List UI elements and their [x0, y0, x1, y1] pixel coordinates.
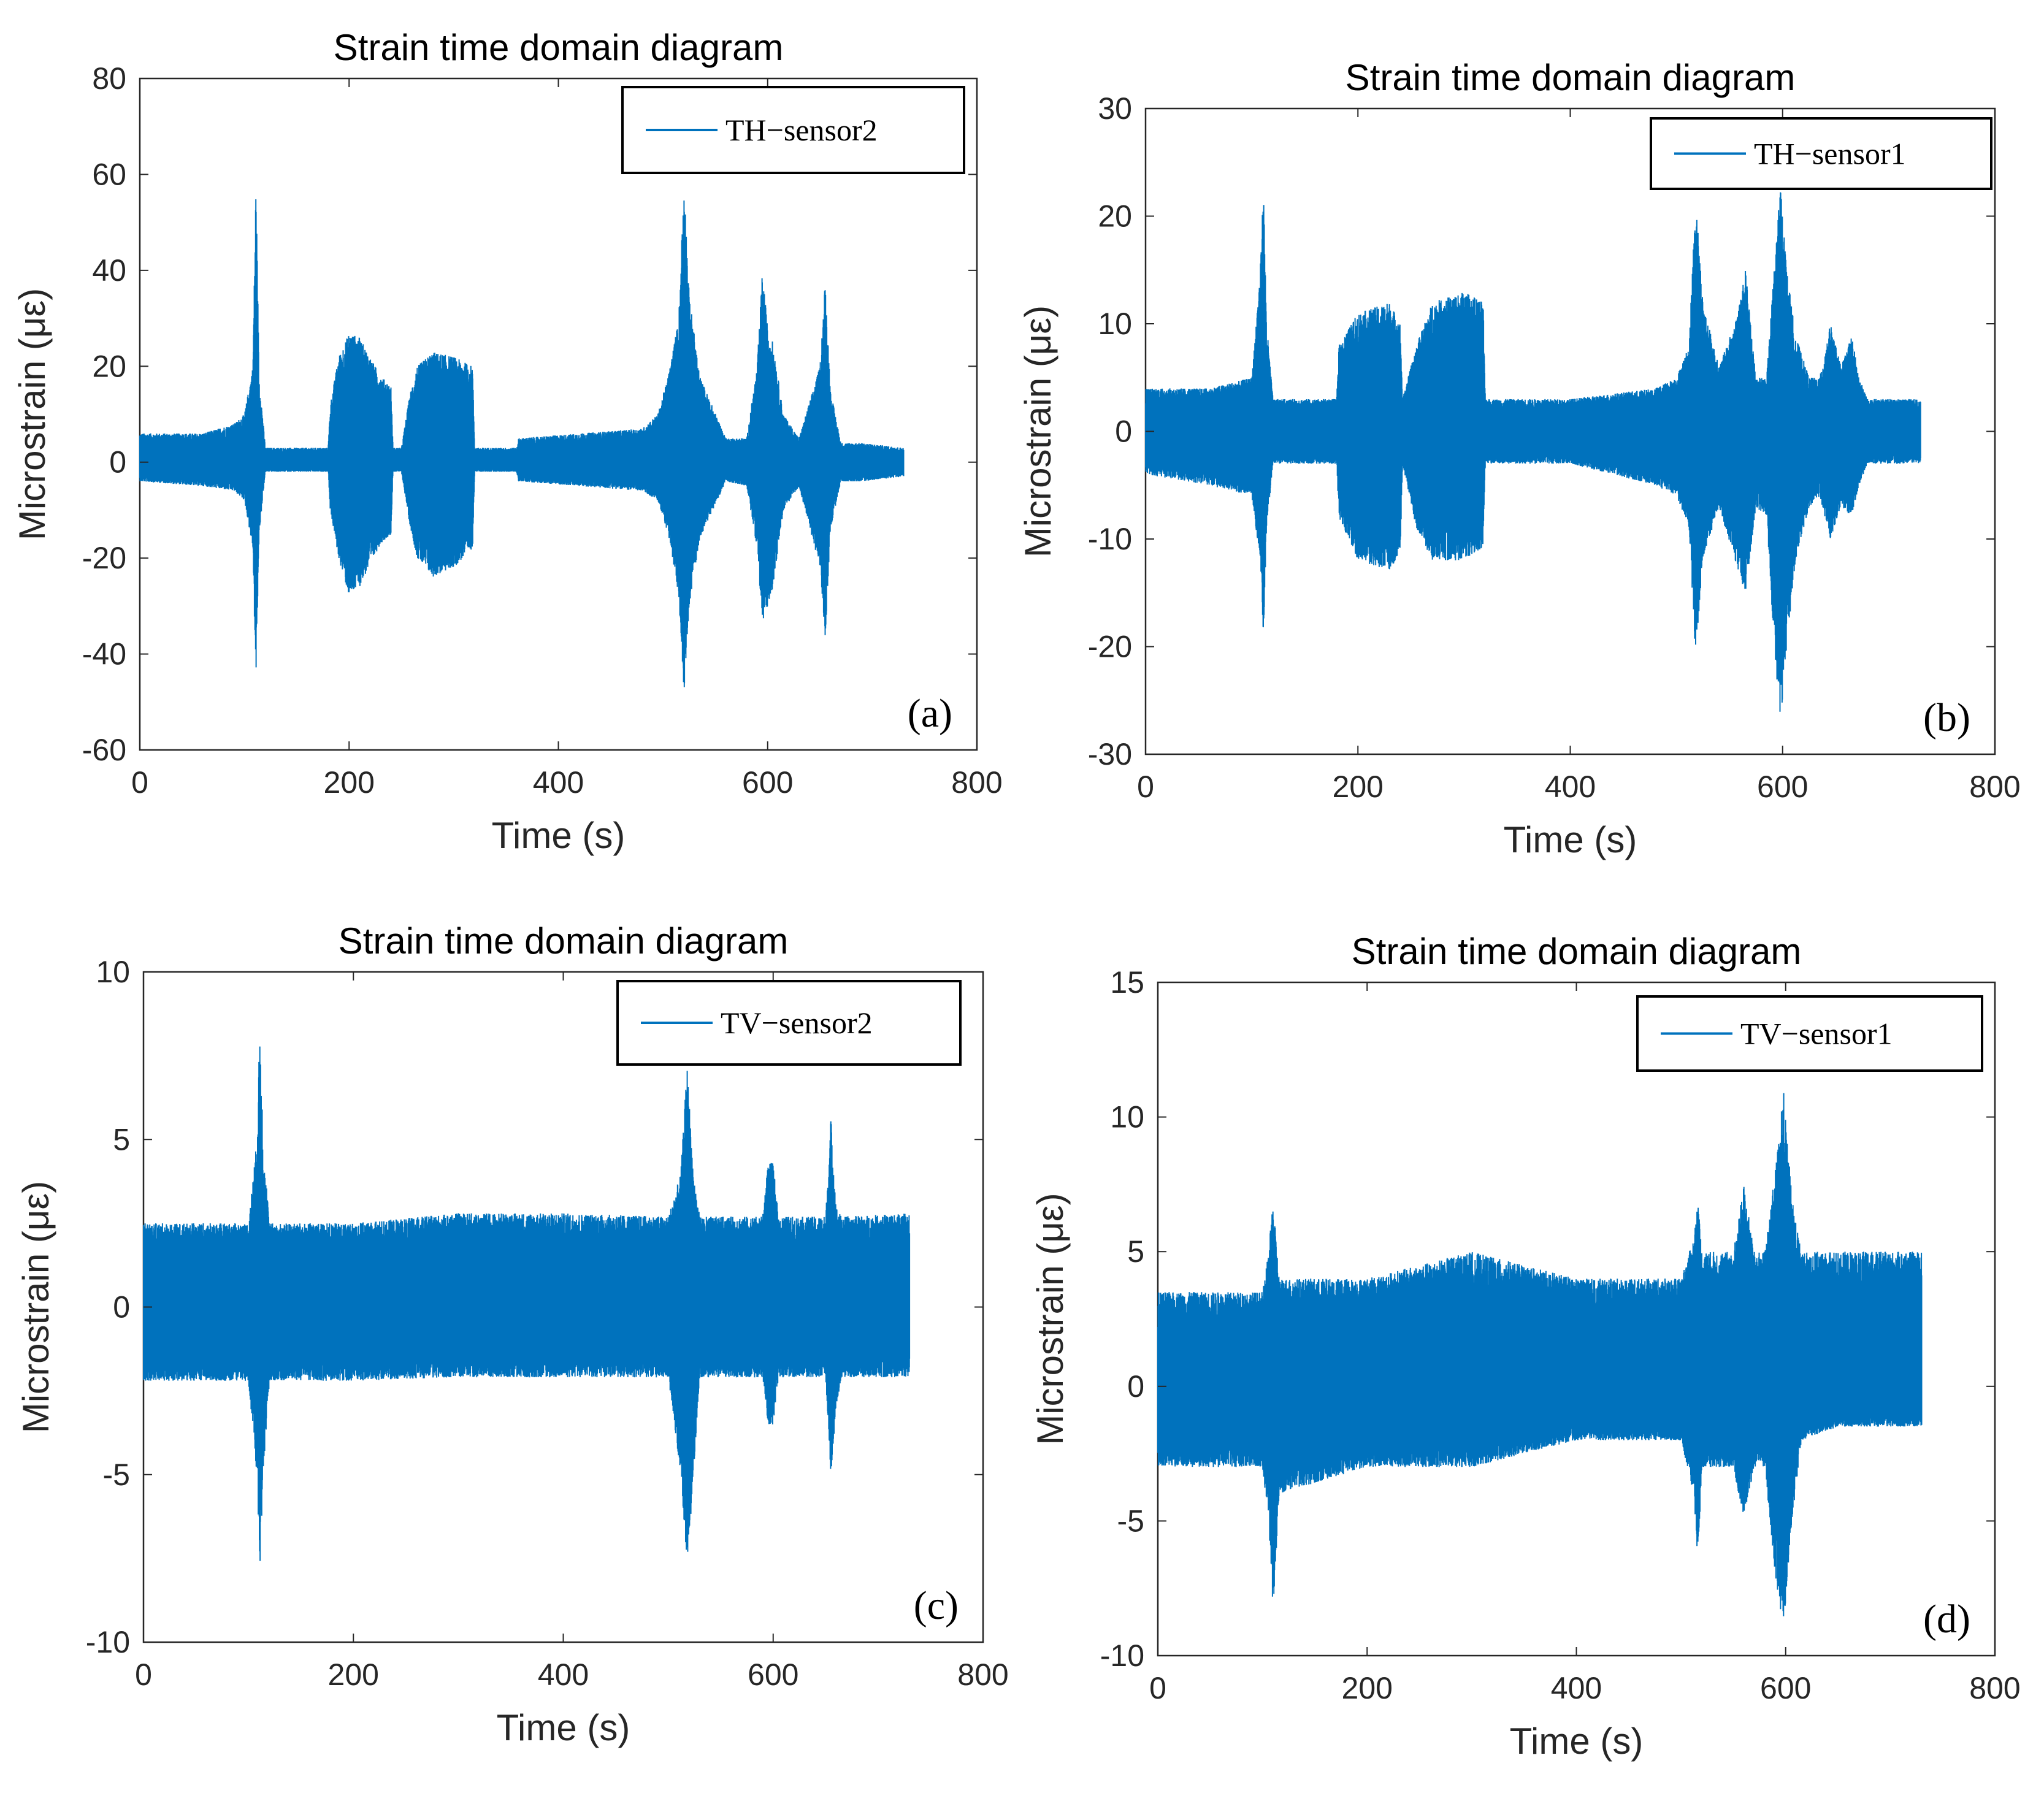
x-tick-label: 800 [1969, 1671, 2020, 1705]
y-tick-label: -10 [86, 1625, 130, 1659]
y-tick-label: -20 [1088, 630, 1132, 664]
legend-label: TV−sensor2 [721, 1006, 873, 1040]
y-tick-label: 80 [92, 61, 126, 96]
series-line-1 [1145, 192, 1921, 712]
plot-area [139, 77, 978, 751]
x-tick-label: 200 [1333, 770, 1384, 804]
x-tick-label: 0 [135, 1657, 152, 1692]
panel-label: (d) [1923, 1597, 1970, 1642]
series-line-3 [1157, 1093, 1923, 1616]
x-axis-label: Time (s) [497, 1707, 630, 1748]
legend-label: TH−sensor2 [725, 113, 878, 147]
x-tick-label: 600 [1760, 1671, 1811, 1705]
x-axis-label: Time (s) [492, 815, 626, 856]
y-tick-label: 0 [1127, 1369, 1144, 1404]
y-tick-label: -30 [1088, 737, 1132, 771]
chart-panel-2: Strain time domain diagram 0 200 400 600 800 -… [15, 920, 1009, 1748]
y-tick-label: -60 [82, 733, 126, 767]
y-axis-label: Microstrain (με) [12, 288, 53, 540]
x-tick-label: 0 [131, 765, 148, 800]
y-axis-label: Microstrain (με) [1030, 1193, 1071, 1445]
y-tick-label: 5 [113, 1122, 130, 1156]
y-axis-label: Microstrain (με) [15, 1181, 56, 1433]
x-tick-label: 200 [328, 1657, 379, 1692]
x-tick-label: 600 [748, 1657, 798, 1692]
x-tick-label: 800 [957, 1657, 1008, 1692]
y-tick-label: -20 [82, 541, 126, 575]
y-tick-label: -5 [103, 1458, 130, 1492]
chart-title: Strain time domain diagram [1345, 57, 1796, 98]
x-tick-label: 400 [533, 765, 584, 800]
x-tick-label: 200 [1342, 1671, 1393, 1705]
x-tick-label: 400 [1545, 770, 1596, 804]
chart-panel-3: Strain time domain diagram 0 200 400 600 800 -… [1030, 931, 2021, 1762]
y-tick-label: -5 [1117, 1504, 1144, 1538]
y-tick-label: 20 [1098, 199, 1132, 234]
y-tick-label: -40 [82, 637, 126, 671]
series-line-0 [139, 199, 905, 687]
chart-title: Strain time domain diagram [1352, 931, 1802, 972]
x-axis-label: Time (s) [1510, 1721, 1644, 1762]
x-tick-label: 400 [1551, 1671, 1602, 1705]
x-tick-label: 0 [1137, 770, 1154, 804]
x-tick-label: 600 [1757, 770, 1808, 804]
x-axis-label: Time (s) [1504, 819, 1637, 860]
y-axis-label: Microstrain (με) [1017, 305, 1058, 557]
series-line-2 [143, 1046, 911, 1561]
panel-label: (b) [1923, 695, 1970, 740]
legend: TV−sensor2 [616, 980, 962, 1066]
y-tick-label: 15 [1110, 965, 1144, 1000]
legend: TH−sensor1 [1650, 117, 1992, 190]
legend-label: TV−sensor1 [1740, 1017, 1893, 1051]
y-tick-label: 10 [96, 955, 130, 989]
chart-title: Strain time domain diagram [339, 920, 789, 961]
legend: TV−sensor1 [1636, 995, 1983, 1072]
y-tick-label: 40 [92, 253, 126, 288]
y-tick-label: 30 [1098, 91, 1132, 126]
y-tick-label: -10 [1088, 522, 1132, 556]
panel-label: (c) [914, 1583, 959, 1628]
legend-label: TH−sensor1 [1754, 137, 1906, 171]
y-tick-label: 10 [1098, 307, 1132, 341]
x-tick-label: 600 [742, 765, 793, 800]
y-tick-label: 0 [113, 1290, 130, 1325]
x-tick-label: 800 [951, 765, 1002, 800]
x-tick-label: 200 [324, 765, 375, 800]
chart-title: Strain time domain diagram [334, 27, 784, 68]
y-tick-label: 5 [1127, 1234, 1144, 1269]
y-tick-label: 60 [92, 157, 126, 191]
y-tick-label: 0 [1115, 415, 1132, 449]
panel-label: (a) [908, 691, 952, 736]
x-tick-label: 400 [538, 1657, 589, 1692]
y-tick-label: 10 [1110, 1100, 1144, 1134]
y-tick-label: 20 [92, 349, 126, 383]
y-tick-label: 0 [109, 445, 126, 480]
x-tick-label: 800 [1969, 770, 2020, 804]
x-tick-label: 0 [1149, 1671, 1166, 1705]
y-tick-label: -10 [1100, 1638, 1144, 1673]
legend: TH−sensor2 [621, 86, 965, 174]
